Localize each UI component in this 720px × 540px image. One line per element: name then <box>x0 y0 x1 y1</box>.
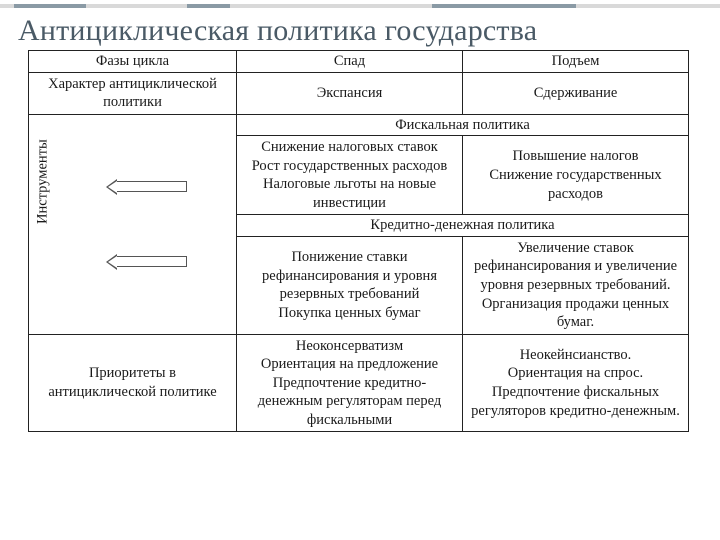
table-container: Фазы цикла Спад Подъем Характер антицикл… <box>0 50 720 432</box>
priorities-recession: НеоконсерватизмОриентация на предложение… <box>237 334 463 432</box>
table-row: Фазы цикла Спад Подъем <box>29 51 689 73</box>
arrows-group <box>115 181 187 267</box>
instruments-label: Инструменты <box>34 139 53 224</box>
cell-character-label: Характер антициклической политики <box>29 72 237 114</box>
cell-restraint: Сдерживание <box>463 72 689 114</box>
arrow-left-icon <box>115 181 187 192</box>
monetary-recession: Понижение ставки рефинансирования и уров… <box>237 236 463 334</box>
fiscal-header: Фискальная политика <box>237 114 689 136</box>
table-row: Инструменты Фискальная политика <box>29 114 689 136</box>
cell-instruments: Инструменты <box>29 114 237 334</box>
table-row: Приоритеты в антициклической политике Не… <box>29 334 689 432</box>
priorities-label: Приоритеты в антициклической политике <box>29 334 237 432</box>
cell-boom: Подъем <box>463 51 689 73</box>
fiscal-boom: Повышение налоговСнижение государственны… <box>463 136 689 215</box>
cycle-policy-table: Фазы цикла Спад Подъем Характер антицикл… <box>28 50 689 432</box>
priorities-boom: Неокейнсианство.Ориентация на спрос.Пред… <box>463 334 689 432</box>
accent-bar <box>0 4 720 8</box>
monetary-header: Кредитно-денежная политика <box>237 215 689 237</box>
table-row: Характер антициклической политики Экспан… <box>29 72 689 114</box>
cell-phases-label: Фазы цикла <box>29 51 237 73</box>
arrow-left-icon <box>115 256 187 267</box>
fiscal-recession: Снижение налоговых ставокРост государств… <box>237 136 463 215</box>
cell-expansion: Экспансия <box>237 72 463 114</box>
monetary-boom: Увеличение ставок рефинансирования и уве… <box>463 236 689 334</box>
cell-recession: Спад <box>237 51 463 73</box>
